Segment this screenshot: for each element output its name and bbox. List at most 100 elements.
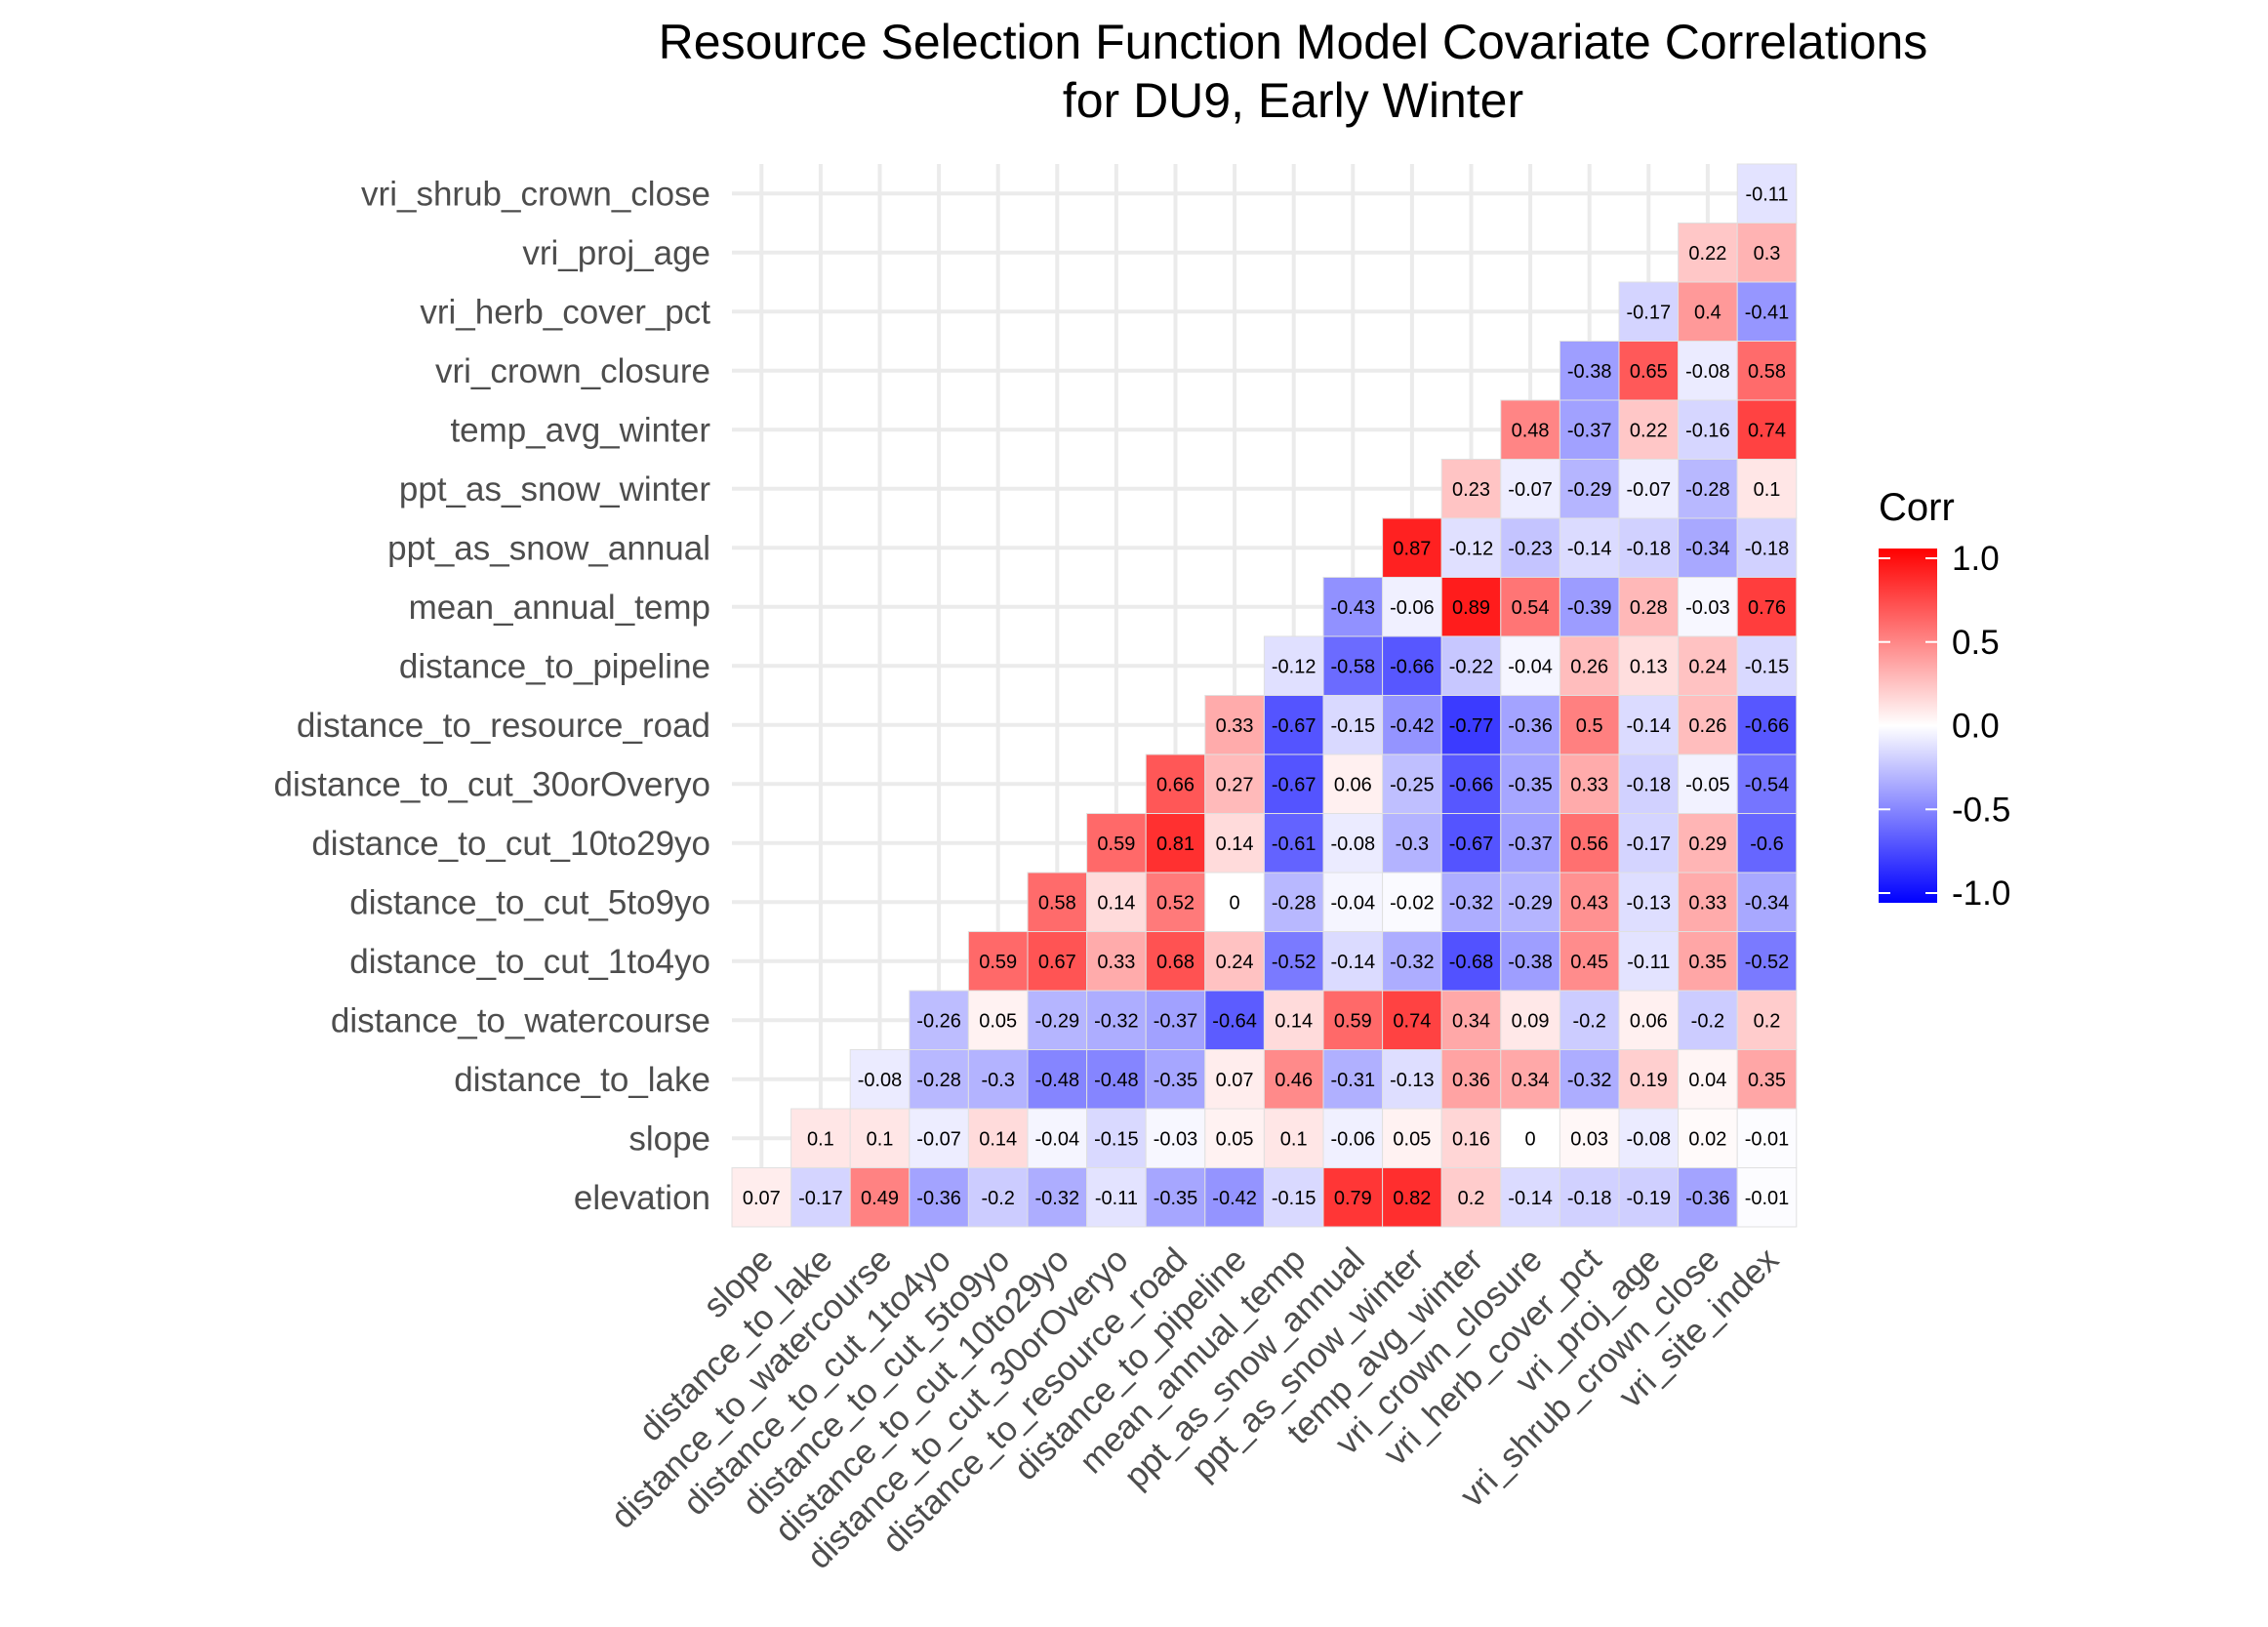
heatmap-cell [1678, 577, 1738, 637]
heatmap-cell [1736, 753, 1798, 814]
heatmap-cell [1678, 990, 1738, 1050]
cell-value-label: 0.28 [1630, 597, 1668, 619]
heatmap-cell [1678, 517, 1738, 578]
heatmap-cell [1678, 223, 1738, 283]
cell-value-label: -0.14 [1331, 952, 1376, 973]
cell-value-label: -0.28 [1685, 479, 1730, 501]
heatmap-cell [1500, 695, 1560, 755]
cell-value-label: 0.54 [1512, 597, 1550, 619]
cell-value-label: 0.14 [1216, 834, 1254, 855]
cell-value-label: -0.28 [916, 1070, 961, 1091]
cell-value-label: 0.06 [1630, 1010, 1668, 1032]
cell-value-label: -0.66 [1390, 656, 1435, 677]
cell-value-label: -0.64 [1212, 1010, 1257, 1032]
heatmap-cell [1204, 990, 1265, 1050]
cell-value-label: 0.3 [1754, 243, 1781, 264]
heatmap-cell [1559, 931, 1620, 992]
heatmap-cell [1145, 753, 1206, 814]
cell-value-label: -0.32 [1094, 1010, 1139, 1032]
legend-title: Corr [1879, 486, 1955, 529]
y-axis-label: elevation [574, 1179, 710, 1217]
heatmap-cell [1678, 931, 1738, 992]
cell-value-label: 0.1 [867, 1128, 894, 1150]
cell-value-label: -0.08 [1627, 1128, 1672, 1150]
cell-value-label: 0.22 [1630, 420, 1668, 441]
cell-value-label: 0.5 [1576, 715, 1603, 737]
heatmap-cell [1382, 695, 1442, 755]
heatmap-cell [1027, 990, 1088, 1050]
cell-value-label: -0.03 [1154, 1128, 1198, 1150]
cell-value-label: -0.31 [1331, 1070, 1376, 1091]
cell-value-label: 0.14 [1097, 892, 1135, 914]
heatmap-cell [1678, 1167, 1738, 1228]
heatmap-cell [1618, 517, 1680, 578]
heatmap-cell [1500, 753, 1560, 814]
y-axis-labels: elevation slope distance_to_lake distance_t… [274, 175, 711, 1217]
cell-value-label: -0.39 [1567, 597, 1612, 619]
cell-value-label: -0.11 [1745, 183, 1788, 205]
cell-value-label: -0.32 [1449, 892, 1494, 914]
y-axis-label: ppt_as_snow_annual [387, 529, 710, 567]
cell-value-label: 0.36 [1452, 1070, 1490, 1091]
cell-value-label: -0.32 [1035, 1188, 1080, 1209]
cell-value-label: -0.52 [1272, 952, 1316, 973]
cell-value-label: -0.34 [1745, 892, 1790, 914]
heatmap-cell [1500, 635, 1560, 696]
heatmap-cell [1145, 990, 1206, 1050]
legend-tick-label: -1.0 [1952, 875, 2010, 913]
heatmap-cell [1618, 1108, 1680, 1168]
cell-value-label: 0.16 [1452, 1128, 1490, 1150]
legend-tick-label: -0.5 [1952, 791, 2010, 829]
cell-value-label: 0.27 [1216, 774, 1254, 795]
heatmap-cell [1618, 872, 1680, 932]
heatmap-cell [1322, 695, 1384, 755]
cell-value-label: -0.36 [1508, 715, 1553, 737]
cell-value-label: -0.2 [1572, 1010, 1605, 1032]
heatmap-cell [1736, 1108, 1798, 1168]
cell-value-label: -0.08 [858, 1070, 903, 1091]
heatmap-cell [1618, 695, 1680, 755]
cell-value-label: -0.17 [798, 1188, 843, 1209]
cell-value-label: 0.68 [1156, 952, 1195, 973]
heatmap-cell [1618, 753, 1680, 814]
heatmap-cell [1086, 1167, 1147, 1228]
heatmap-cell [1440, 753, 1502, 814]
cell-value-label: -0.18 [1627, 774, 1672, 795]
cell-value-label: 0.34 [1452, 1010, 1490, 1032]
cell-value-label: -0.06 [1390, 597, 1435, 619]
legend-tick-label: 0.5 [1952, 624, 2000, 662]
cell-value-label: -0.29 [1035, 1010, 1080, 1032]
heatmap-cell [1027, 1167, 1088, 1228]
cell-value-label: -0.38 [1508, 952, 1553, 973]
cell-value-label: -0.12 [1272, 656, 1316, 677]
heatmap-cell [967, 1049, 1029, 1110]
cell-value-label: 0.07 [743, 1188, 781, 1209]
heatmap-cell [1678, 341, 1738, 401]
cell-value-label: -0.58 [1331, 656, 1376, 677]
y-axis-label: vri_herb_cover_pct [420, 293, 710, 331]
heatmap-cell [1500, 931, 1560, 992]
y-axis-label: mean_annual_temp [409, 589, 710, 627]
cell-value-label: -0.15 [1094, 1128, 1139, 1150]
cell-value-label: -0.13 [1627, 892, 1672, 914]
heatmap-cell [1263, 1108, 1324, 1168]
cell-value-label: 0.02 [1688, 1128, 1726, 1150]
heatmap-cell [1440, 1049, 1502, 1110]
heatmap-cell [1736, 635, 1798, 696]
cell-value-label: 0.58 [1038, 892, 1076, 914]
y-axis-label: distance_to_pipeline [399, 647, 710, 685]
cell-value-label: -0.18 [1567, 1188, 1612, 1209]
y-axis-label: vri_crown_closure [435, 352, 710, 390]
cell-value-label: -0.32 [1390, 952, 1435, 973]
cell-value-label: -0.14 [1508, 1188, 1553, 1209]
x-axis-labels: slopedistance_to_lakedistance_to_waterco… [603, 1241, 1786, 1576]
heatmap-cell [1500, 517, 1560, 578]
heatmap-cell [1500, 813, 1560, 874]
cell-value-label: -0.07 [1508, 479, 1553, 501]
cell-value-label: 0.33 [1097, 952, 1135, 973]
cell-value-label: 0.1 [1754, 479, 1781, 501]
cell-value-label: -0.08 [1331, 834, 1376, 855]
cell-value-label: 0.05 [1393, 1128, 1431, 1150]
cell-value-label: 0.87 [1393, 538, 1431, 559]
cell-value-label: 0.45 [1570, 952, 1608, 973]
